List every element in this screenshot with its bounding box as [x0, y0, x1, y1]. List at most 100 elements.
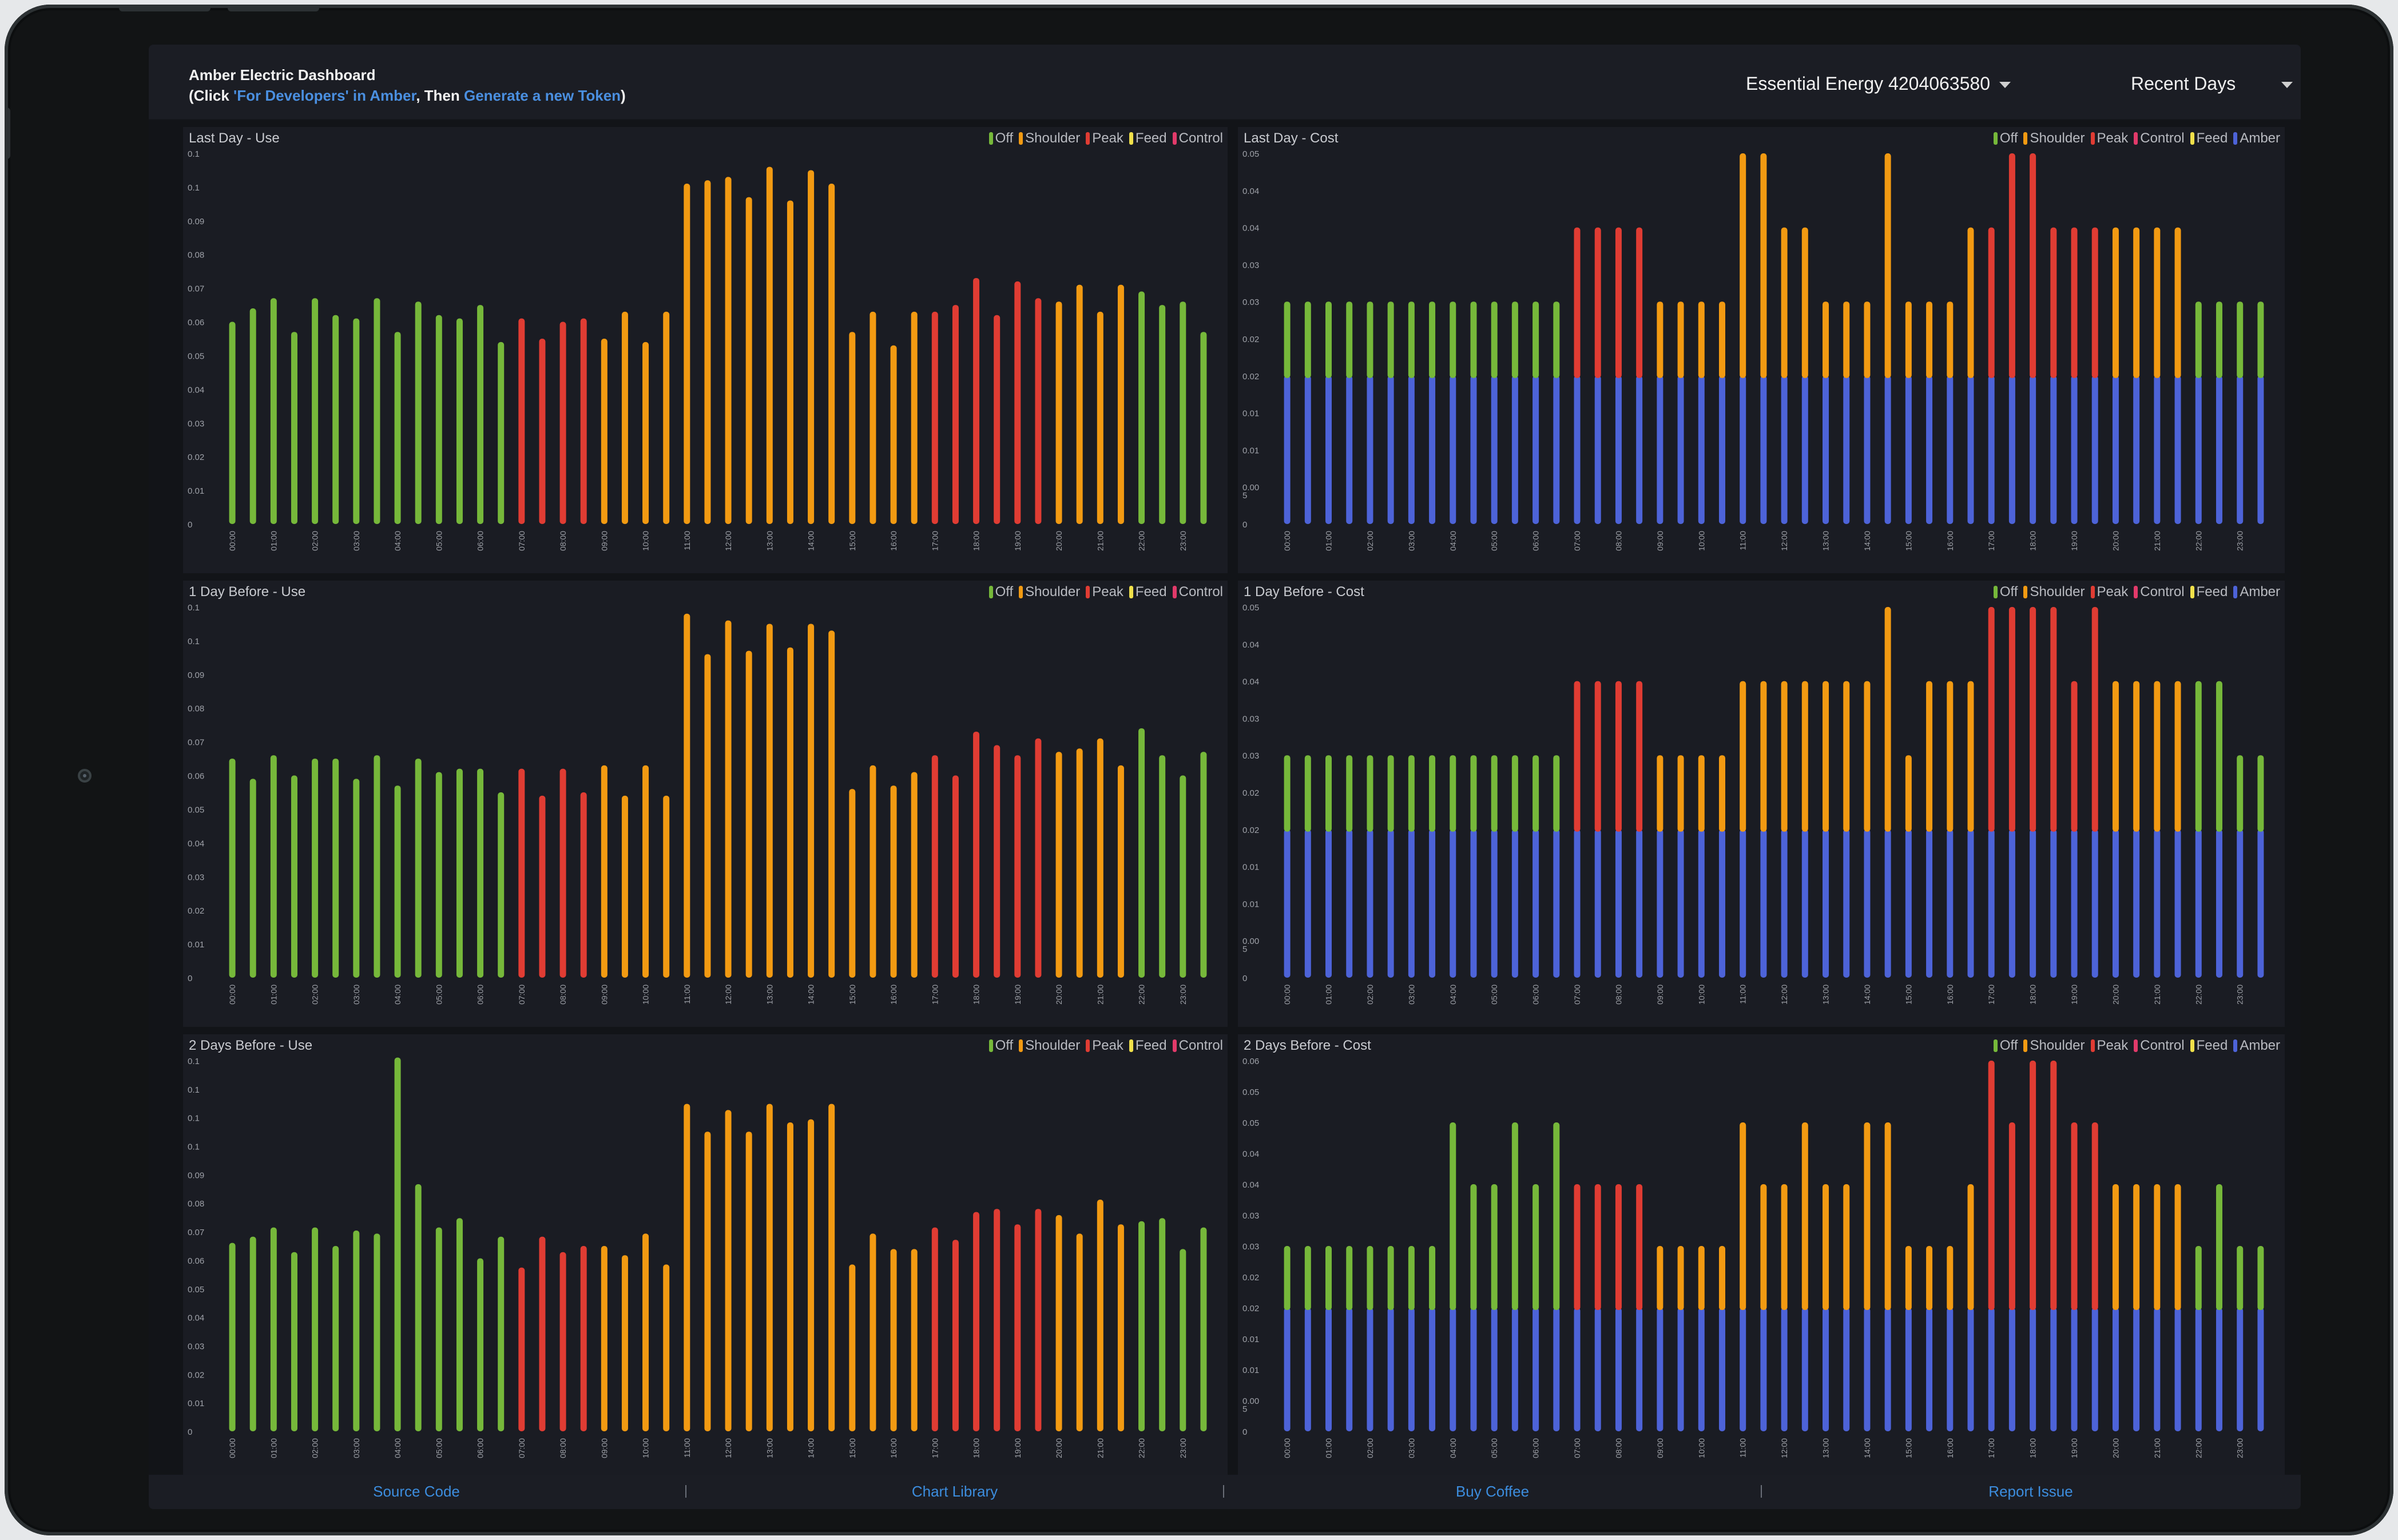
amber-bar	[1677, 375, 1684, 524]
off-bar	[1387, 301, 1394, 378]
legend-item-control[interactable]: Control	[2134, 584, 2185, 600]
y-tick-label: 0.03	[188, 872, 204, 882]
legend-item-feed[interactable]: Feed	[1129, 1038, 1167, 1054]
peak-bar	[1615, 227, 1622, 378]
off-bar	[1180, 301, 1186, 524]
chart-library-link[interactable]: Chart Library	[911, 1483, 998, 1500]
y-tick-label: 0.05	[188, 351, 204, 361]
amber-bar	[1511, 375, 1518, 524]
amber-bar	[1429, 829, 1436, 978]
off-bar	[374, 298, 380, 524]
legend-item-feed[interactable]: Feed	[2190, 1038, 2228, 1054]
stacked-bar-chart: 0 0.005 0.01 0.01 0.02 0.02 0.03 0.03 0.04 0.04 0.…	[1242, 603, 2264, 1005]
legend-item-peak[interactable]: Peak	[1086, 584, 1123, 600]
legend-item-feed[interactable]: Feed	[1129, 130, 1167, 146]
amber-bar	[1657, 375, 1663, 524]
amber-bar	[1781, 829, 1788, 978]
x-tick-label: 08:00	[558, 1438, 567, 1458]
legend-item-control[interactable]: Control	[2134, 1038, 2185, 1054]
legend-item-off[interactable]: Off	[1993, 130, 2018, 146]
site-select[interactable]: Essential Energy 4204063580	[1746, 73, 2011, 94]
range-select[interactable]: Recent Days	[2131, 73, 2293, 94]
legend-swatch	[2023, 132, 2028, 145]
legend-item-shoulder[interactable]: Shoulder	[2023, 1038, 2085, 1054]
y-tick-label: 0.04	[1242, 224, 1259, 233]
off-bar	[1159, 1218, 1166, 1431]
x-tick-label: 22:00	[2194, 1438, 2203, 1458]
amber-bar	[1988, 375, 1995, 524]
shoulder-bar	[1097, 1200, 1103, 1431]
for-developers-link[interactable]: 'For Developers' in Amber	[233, 87, 416, 104]
off-bar	[498, 1236, 505, 1431]
x-tick-label: 08:00	[1614, 531, 1623, 551]
shoulder-bar	[1076, 284, 1083, 524]
amber-bar	[1843, 1308, 1850, 1431]
legend-item-shoulder[interactable]: Shoulder	[1019, 1038, 1080, 1054]
legend-item-amber[interactable]: Amber	[2233, 1038, 2280, 1054]
peak-bar	[2050, 1061, 2057, 1310]
legend-item-shoulder[interactable]: Shoulder	[1019, 584, 1080, 600]
amber-bar	[1346, 829, 1353, 978]
x-tick-label: 16:00	[1946, 531, 1955, 551]
legend-item-control[interactable]: Control	[1172, 584, 1223, 600]
legend-item-control[interactable]: Control	[1172, 130, 1223, 146]
legend-item-peak[interactable]: Peak	[1086, 130, 1123, 146]
x-tick-label: 00:00	[1283, 1438, 1292, 1458]
legend-item-peak[interactable]: Peak	[2090, 584, 2128, 600]
legend-item-off[interactable]: Off	[1993, 584, 2018, 600]
off-bar	[249, 779, 256, 978]
x-tick-label: 11:00	[1738, 531, 1748, 550]
x-tick-label: 21:00	[2153, 985, 2162, 1005]
legend-item-off[interactable]: Off	[988, 1038, 1013, 1054]
legend-item-control[interactable]: Control	[1172, 1038, 1223, 1054]
generate-token-link[interactable]: Generate a new Token	[463, 87, 621, 104]
shoulder-bar	[911, 772, 918, 978]
shoulder-bar	[808, 170, 815, 524]
legend-item-off[interactable]: Off	[988, 584, 1013, 600]
legend-item-off[interactable]: Off	[988, 130, 1013, 146]
amber-bar	[1905, 1308, 1912, 1431]
amber-bar	[2133, 829, 2140, 978]
peak-bar	[2030, 1061, 2036, 1310]
legend-item-amber[interactable]: Amber	[2233, 584, 2280, 600]
legend-swatch	[2023, 586, 2028, 598]
shoulder-bar	[2133, 1184, 2140, 1310]
legend-item-control[interactable]: Control	[2134, 130, 2185, 146]
y-tick-label: 0.09	[188, 217, 204, 227]
legend-item-peak[interactable]: Peak	[1086, 1038, 1123, 1054]
legend-label: Control	[2140, 130, 2185, 146]
y-tick-label: 0.03	[1242, 714, 1259, 724]
y-tick-label: 0	[1242, 974, 1247, 983]
x-tick-label: 07:00	[517, 985, 526, 1005]
report-issue-link[interactable]: Report Issue	[1988, 1483, 2073, 1500]
off-bar	[1429, 1246, 1436, 1310]
bar-chart: 0 0.01 0.02 0.03 0.04 0.05 0.06 0.07 0.08 0.09 0.1…	[188, 149, 1207, 551]
shoulder-bar	[1117, 1224, 1124, 1431]
x-tick-label: 23:00	[2236, 985, 2245, 1005]
y-tick-label: 0.02	[1242, 372, 1259, 382]
legend-item-off[interactable]: Off	[1993, 1038, 2018, 1054]
amber-bar	[1615, 375, 1622, 524]
source-code-link[interactable]: Source Code	[373, 1483, 460, 1500]
legend-item-feed[interactable]: Feed	[2190, 584, 2228, 600]
legend-label: Off	[1999, 130, 2018, 146]
legend-item-peak[interactable]: Peak	[2090, 1038, 2128, 1054]
amber-bar	[2030, 1308, 2036, 1431]
legend-item-feed[interactable]: Feed	[2190, 130, 2228, 146]
shoulder-bar	[1657, 1246, 1663, 1310]
x-tick-label: 05:00	[1490, 531, 1499, 551]
y-tick-label: 0	[188, 974, 192, 983]
legend-item-feed[interactable]: Feed	[1129, 584, 1167, 600]
legend-item-shoulder[interactable]: Shoulder	[2023, 584, 2085, 600]
off-bar	[1408, 301, 1415, 378]
y-tick-label: 0.02	[1242, 335, 1259, 344]
legend-item-shoulder[interactable]: Shoulder	[2023, 130, 2085, 146]
shoulder-bar	[621, 1255, 628, 1431]
peak-bar	[2030, 607, 2036, 832]
legend-item-peak[interactable]: Peak	[2090, 130, 2128, 146]
amber-bar	[1470, 375, 1477, 524]
buy-coffee-link[interactable]: Buy Coffee	[1455, 1483, 1530, 1500]
legend-item-shoulder[interactable]: Shoulder	[1019, 130, 1080, 146]
legend-item-amber[interactable]: Amber	[2233, 130, 2280, 146]
amber-bar	[1408, 829, 1415, 978]
